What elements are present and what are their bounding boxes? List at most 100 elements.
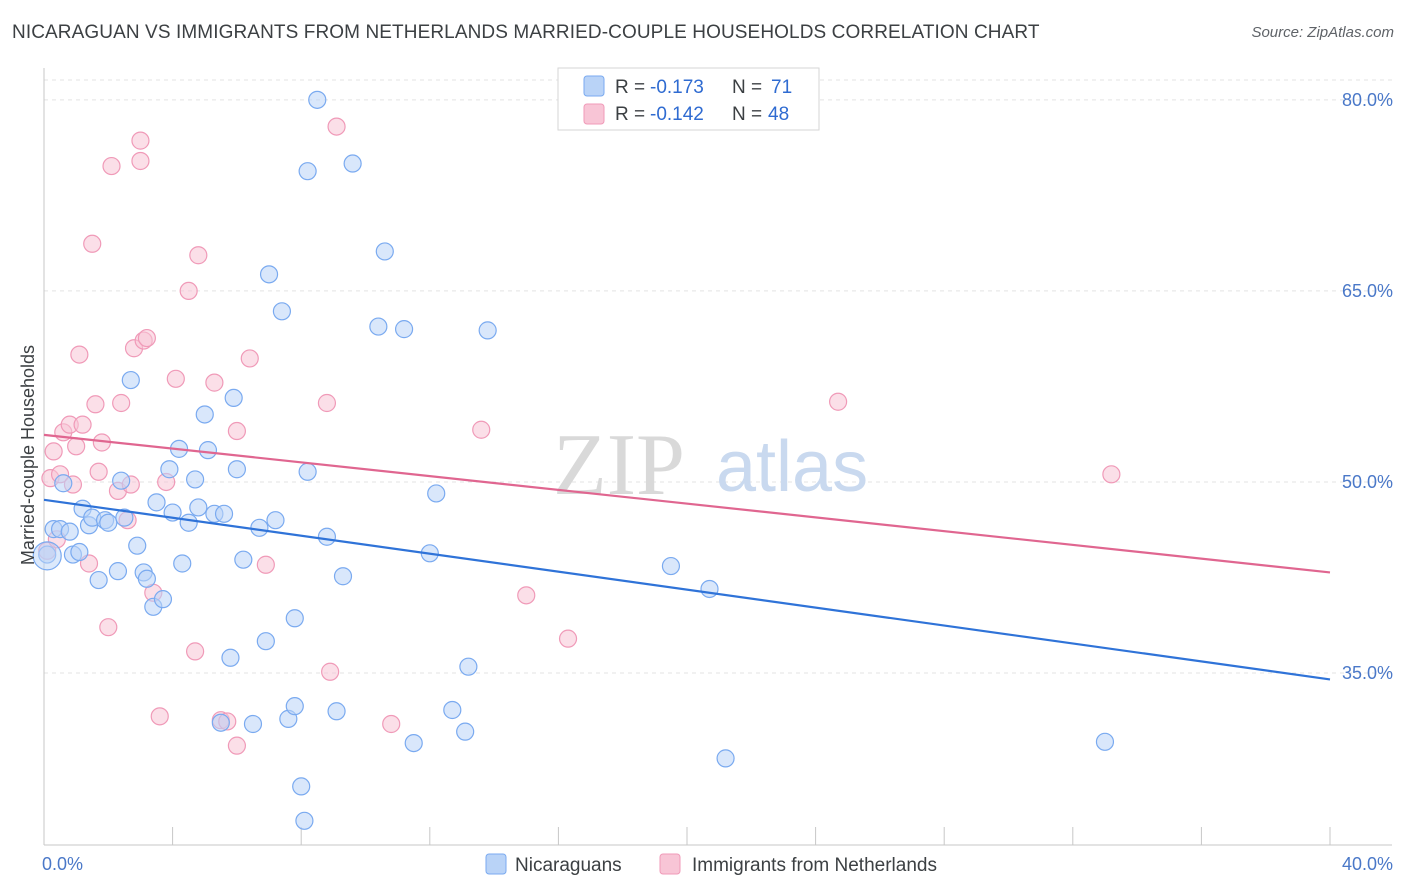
nicaraguans-point-57 [369, 317, 388, 336]
gridlines [44, 79, 1392, 674]
nicaraguans-point-38 [234, 550, 253, 569]
legend-n-value-2: 48 [768, 104, 789, 125]
nicaraguans-point-4 [60, 522, 79, 541]
netherlands-trend-line [43, 433, 1331, 574]
nicaraguans-point-56 [343, 154, 362, 173]
netherlands-point-9 [70, 345, 89, 364]
nicaraguans-point-29 [189, 498, 208, 517]
legend-r-value-1: -0.173 [650, 77, 704, 98]
y-tick-label-65: 65.0% [1342, 281, 1393, 301]
nicaraguans-point-55 [333, 567, 353, 586]
netherlands-point-19 [112, 393, 131, 413]
y-tick-label-35: 35.0% [1342, 663, 1393, 683]
netherlands-point-16 [99, 618, 118, 637]
nicaraguans-point-69 [716, 749, 735, 768]
nicaraguans-point-35 [221, 648, 240, 667]
trend-lines [43, 433, 1331, 681]
nicaraguans-point-12 [99, 513, 118, 532]
nicaraguans-point-36 [224, 388, 243, 408]
netherlands-point-40 [256, 555, 275, 574]
x-tick-label-max: 40.0% [1342, 854, 1393, 874]
nicaraguans-point-63 [443, 700, 462, 720]
nicaraguans-point-50 [298, 462, 317, 481]
chart-title: NICARAGUAN VS IMMIGRANTS FROM NETHERLAND… [12, 22, 1040, 43]
watermark-atlas: atlas [716, 427, 868, 507]
netherlands-point-23 [131, 151, 150, 171]
nicaraguans-point-13 [108, 562, 128, 581]
netherlands-point-2 [44, 442, 63, 461]
nicaraguans-point-19 [137, 569, 156, 588]
nicaraguans-point-39 [243, 714, 263, 734]
nicaraguans-point-15 [115, 508, 134, 527]
legend-swatch-netherlands [583, 103, 605, 125]
x-ticks [172, 827, 1331, 845]
netherlands-point-12 [83, 234, 102, 253]
nicaraguans-point-17 [128, 536, 147, 555]
nicaraguans-point-21 [147, 493, 166, 512]
netherlands-point-38 [227, 421, 246, 441]
nicaraguans-point-40 [250, 518, 269, 537]
netherlands-point-31 [179, 281, 198, 301]
netherlands-point-34 [205, 373, 224, 392]
bottom-legend-label-nicaraguans: Nicaraguans [515, 855, 622, 876]
netherlands-point-24 [131, 131, 150, 150]
legend-n-label-2: N = [732, 104, 762, 125]
netherlands-point-14 [89, 462, 108, 481]
y-tick-label-50: 50.0% [1342, 472, 1393, 492]
chart-source: Source: ZipAtlas.com [1251, 24, 1394, 41]
nicaraguans-point-6 [70, 542, 89, 562]
netherlands-point-41 [317, 393, 337, 413]
netherlands-point-45 [472, 420, 491, 439]
netherlands-point-28 [150, 707, 169, 726]
netherlands-point-33 [189, 246, 208, 265]
legend-r-value-2: -0.142 [650, 104, 704, 125]
nicaraguans-point-52 [308, 90, 327, 109]
netherlands-point-26 [137, 328, 156, 348]
nicaraguans-point-60 [404, 733, 423, 753]
nicaraguans-point-28 [186, 470, 205, 489]
nicaraguans-point-48 [292, 777, 311, 796]
nicaraguans-point-27 [179, 513, 198, 532]
netherlands-point-39 [240, 349, 259, 368]
bottom-legend-swatch-netherlands [659, 853, 681, 875]
nicaraguans-point-33 [211, 713, 230, 732]
watermark: ZIP atlas [553, 417, 868, 514]
nicaraguans-point-23 [160, 460, 179, 479]
nicaraguans-point-47 [285, 609, 304, 628]
x-tick-label-min: 0.0% [42, 854, 83, 874]
netherlands-point-47 [558, 629, 578, 648]
nicaraguans-point-43 [266, 511, 285, 530]
nicaraguans-point-46 [285, 697, 304, 716]
netherlands-point-46 [517, 586, 536, 605]
y-axis-label: Married-couple Households [18, 345, 38, 565]
netherlands-point-8 [67, 437, 86, 456]
nicaraguans-point-64 [456, 722, 475, 741]
nicaraguans-point-65 [459, 657, 478, 676]
nicaraguans-point-37 [227, 460, 246, 479]
netherlands-point-10 [73, 415, 92, 434]
nicaraguans-point-3 [54, 474, 73, 493]
nicaraguans-point-large [32, 541, 62, 571]
nicaraguans-point-59 [394, 320, 414, 339]
nicaraguans-point-26 [173, 554, 192, 573]
nicaraguans-point-62 [427, 484, 446, 503]
data-points [32, 90, 1121, 830]
legend-box: R = -0.173 N = 71 R = -0.142 N = 48 [557, 67, 820, 131]
legend-r-label-2: R = [615, 104, 645, 125]
bottom-legend-swatch-nicaraguans [485, 853, 507, 875]
legend-swatch-nicaraguans [583, 75, 605, 97]
netherlands-point-30 [166, 369, 185, 388]
nicaraguans-point-34 [214, 504, 234, 523]
nicaraguans-point-42 [259, 265, 279, 284]
y-tick-label-80: 80.0% [1342, 90, 1393, 110]
nicaraguans-point-14 [112, 471, 131, 490]
legend-r-label-1: R = [615, 77, 645, 98]
nicaraguans-point-10 [89, 570, 108, 590]
nicaraguans-trend-line [43, 498, 1331, 681]
nicaraguans-point-41 [256, 632, 275, 651]
nicaraguans-point-53 [317, 527, 337, 546]
bottom-legend-label-netherlands: Immigrants from Netherlands [692, 855, 937, 876]
netherlands-point-37 [227, 736, 246, 755]
nicaraguans-point-51 [298, 162, 317, 181]
